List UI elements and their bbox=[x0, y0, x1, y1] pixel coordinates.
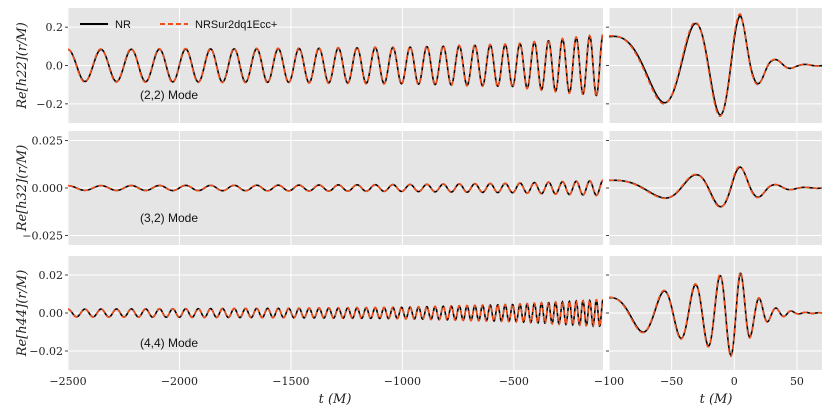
xtick-label-right: −50 bbox=[660, 375, 683, 388]
legend-label-surrogate: NRSur2dq1Ecc+ bbox=[195, 19, 277, 31]
mode-label: (2,2) Mode bbox=[140, 88, 198, 102]
panel-0-left: 0.2 0.0 −0.2 (2,2) Mode Re[h22](r/M) bbox=[15, 8, 603, 123]
xtick-label-left: −1500 bbox=[272, 375, 309, 388]
ytick-label: 0.025 bbox=[32, 135, 64, 148]
xtick-label-right: 0 bbox=[731, 375, 738, 388]
ylabel: Re[h44](r/M) bbox=[15, 270, 30, 358]
series-surrogate-line bbox=[609, 271, 822, 358]
legend: NR NRSur2dq1Ecc+ bbox=[80, 19, 277, 31]
panel-4-left: 0.02 0.00 −0.02 (4,4) Mode Re[h44](r/M) bbox=[15, 256, 603, 370]
ylabel: Re[h32](r/M) bbox=[15, 145, 30, 233]
panel-2-left: 0.025 0.000 −0.025 (3,2) Mode Re[h32](r/M) bbox=[15, 131, 603, 245]
series-surrogate-line bbox=[68, 298, 603, 329]
xtick-label-left: −2500 bbox=[49, 375, 86, 388]
ytick-label: −0.2 bbox=[36, 98, 63, 111]
ytick-label: 0.00 bbox=[39, 307, 64, 320]
xlabel-left: t (M) bbox=[319, 392, 352, 407]
xtick-label-right: −100 bbox=[594, 375, 624, 388]
mode-label: (3,2) Mode bbox=[140, 211, 198, 225]
series-surrogate-line bbox=[68, 179, 603, 197]
xlabel-right: t (M) bbox=[700, 392, 733, 407]
series-surrogate-line bbox=[609, 13, 822, 117]
panel-1-right bbox=[606, 8, 822, 123]
ytick-label: −0.025 bbox=[22, 230, 63, 243]
ytick-label: 0.2 bbox=[46, 21, 64, 34]
xtick-label-right: 50 bbox=[790, 375, 804, 388]
xtick-label-left: −2000 bbox=[161, 375, 198, 388]
panel-3-right bbox=[606, 131, 822, 245]
ytick-label: 0.0 bbox=[46, 60, 64, 73]
xtick-label-left: −500 bbox=[499, 375, 529, 388]
ytick-label: −0.02 bbox=[29, 345, 63, 358]
xtick-label-left: −1000 bbox=[384, 375, 421, 388]
ytick-label: 0.02 bbox=[39, 269, 64, 282]
panel-5-right bbox=[606, 256, 822, 370]
series-surrogate-line bbox=[68, 33, 603, 98]
mode-label: (4,4) Mode bbox=[140, 336, 198, 350]
series-nr-line bbox=[609, 166, 822, 208]
ytick-label: 0.000 bbox=[32, 182, 64, 195]
legend-label-nr: NR bbox=[115, 19, 131, 31]
ylabel: Re[h22](r/M) bbox=[15, 22, 30, 110]
series-surrogate-line bbox=[609, 165, 822, 208]
